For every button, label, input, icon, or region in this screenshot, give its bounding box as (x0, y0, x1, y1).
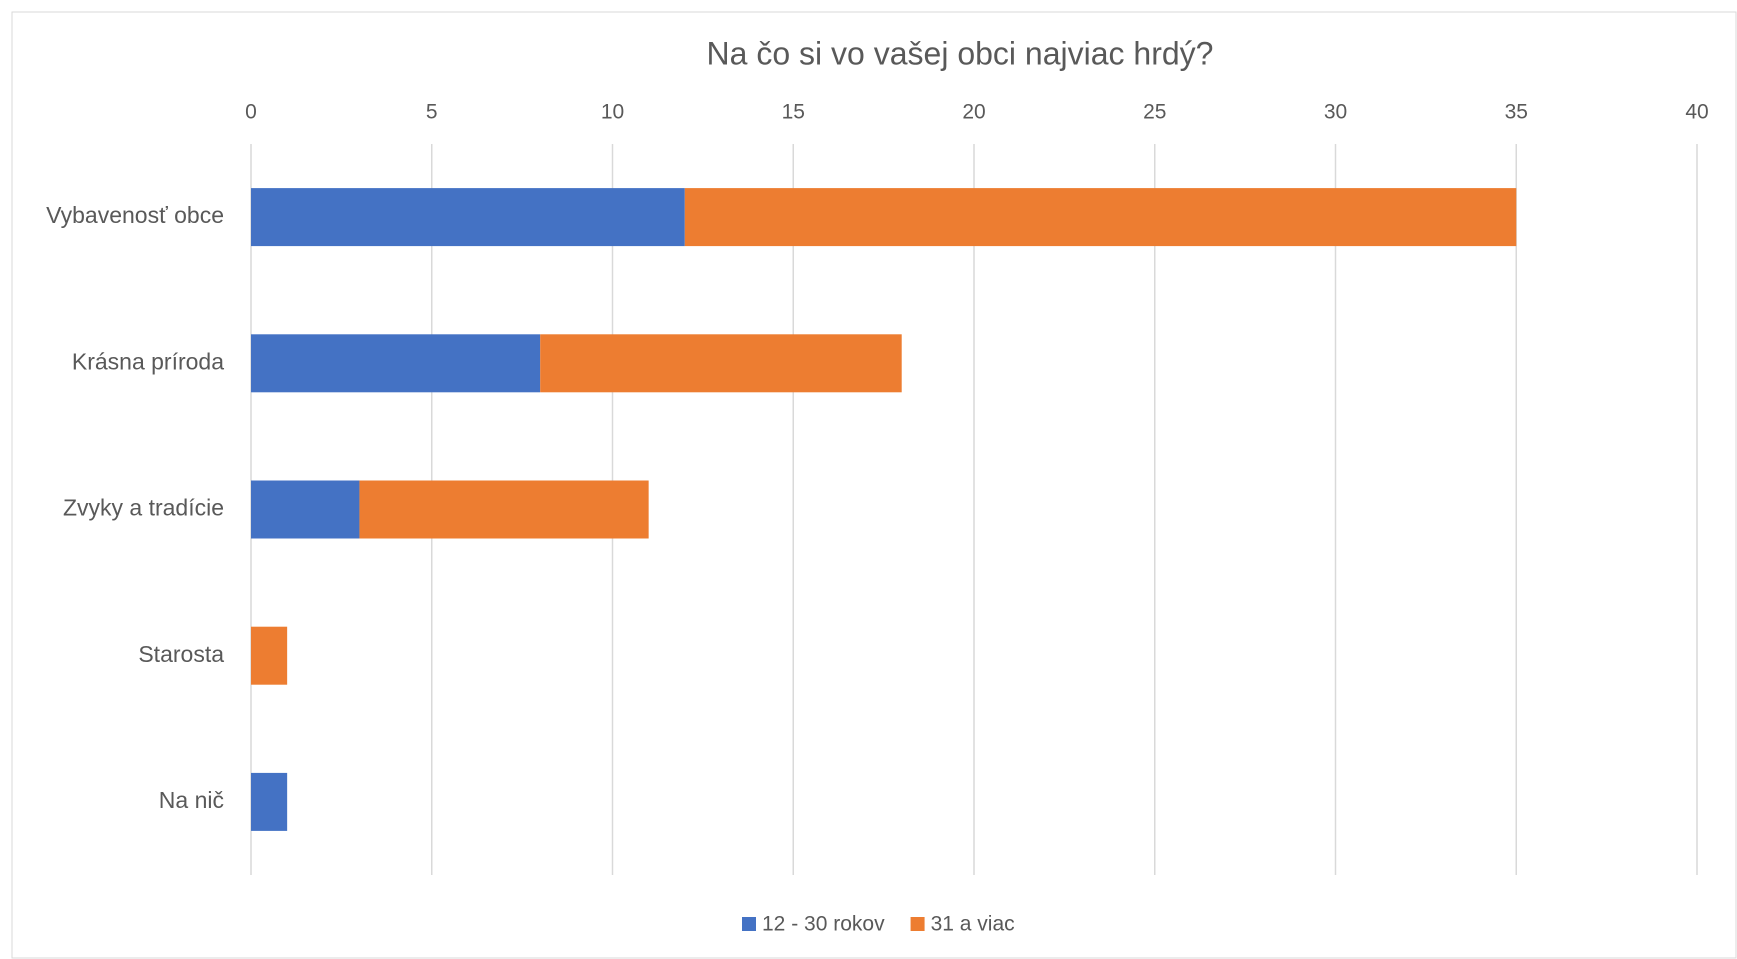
bar-segment (251, 334, 541, 393)
x-tick-label: 25 (1143, 101, 1166, 124)
bar-segment (251, 626, 288, 685)
x-tick-label: 10 (601, 101, 624, 124)
x-tick-label: 30 (1324, 101, 1347, 124)
legend-label: 31 a viac (931, 913, 1015, 936)
x-tick-label: 40 (1685, 101, 1708, 124)
chart-title: Na čo si vo vašej obci najviac hrdý? (707, 35, 1214, 71)
y-tick-label: Zvyky a tradície (63, 495, 224, 521)
bar-segment (359, 480, 649, 539)
legend-swatch (910, 917, 925, 931)
y-tick-label: Starosta (138, 641, 224, 667)
bar-segment (251, 772, 288, 831)
legend-label: 12 - 30 rokov (762, 913, 885, 936)
y-tick-label: Vybavenosť obce (46, 202, 224, 228)
bar-segment (684, 188, 1517, 247)
x-tick-label: 20 (962, 101, 985, 124)
bar-segment (540, 334, 902, 393)
legend-swatch (742, 917, 756, 931)
x-tick-label: 5 (426, 101, 438, 124)
y-tick-label: Na nič (159, 787, 224, 813)
y-tick-label: Krásna príroda (72, 348, 224, 374)
x-tick-label: 0 (245, 101, 257, 124)
bar-segment (251, 188, 685, 247)
x-tick-label: 35 (1505, 101, 1528, 124)
x-tick-label: 15 (782, 101, 805, 124)
bar-segment (251, 480, 360, 539)
